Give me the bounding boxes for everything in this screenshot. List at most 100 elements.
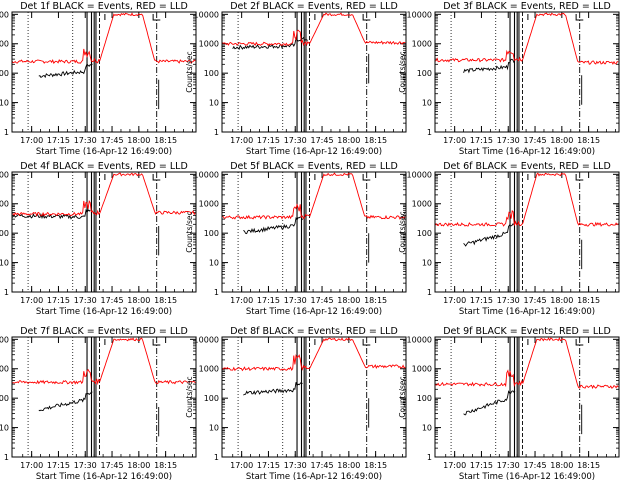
x-axis-label: Start Time (16-Apr-12 16:49:00)	[459, 472, 595, 480]
top-marker	[152, 14, 161, 21]
y-tick-label: 100	[0, 394, 9, 403]
top-marker	[575, 174, 584, 181]
y-tick-label: 10	[209, 424, 219, 433]
x-tick-label: 17:15	[470, 296, 493, 305]
x-tick-label: 17:30	[74, 461, 97, 470]
x-tick-label: 17:00	[230, 296, 253, 305]
plot-frame	[11, 11, 197, 133]
x-tick-label: 17:45	[524, 136, 547, 145]
y-tick-label: 100	[204, 394, 219, 403]
x-tick-label: 17:30	[74, 296, 97, 305]
x-tick-label: 17:15	[257, 461, 280, 470]
y-tick-label: 1	[427, 453, 432, 462]
y-tick-label: 1000	[199, 40, 219, 49]
y-tick-label: 10000	[0, 335, 9, 344]
panel-title: Det 8f BLACK = Events, RED = LLD	[230, 326, 398, 337]
y-axis-label: Counts/sec	[185, 51, 194, 92]
x-tick-label: 17:30	[284, 136, 307, 145]
panel-title: Det 6f BLACK = Events, RED = LLD	[443, 161, 611, 172]
plot-frame	[221, 336, 407, 458]
y-tick-label: 1	[427, 128, 432, 137]
y-tick-label: 1	[214, 453, 219, 462]
y-tick-label: 1000	[412, 40, 432, 49]
x-tick-label: 18:15	[364, 461, 387, 470]
events-series-line	[243, 216, 370, 263]
x-axis-label: Start Time (16-Apr-12 16:49:00)	[459, 147, 595, 157]
x-tick-label: 17:45	[101, 136, 124, 145]
y-tick-label: 10	[0, 99, 9, 108]
x-tick-label: 17:45	[311, 136, 334, 145]
x-tick-label: 18:15	[154, 136, 177, 145]
y-tick-label: 1	[427, 288, 432, 297]
y-tick-label: 100	[204, 229, 219, 238]
x-tick-label: 18:15	[577, 296, 600, 305]
x-tick-label: 17:30	[497, 461, 520, 470]
x-tick-label: 17:15	[470, 136, 493, 145]
detector-panel: Det 7f BLACK = Events, RED = LLD Counts/s…	[0, 326, 197, 480]
y-tick-label: 10	[209, 99, 219, 108]
x-axis-label: Start Time (16-Apr-12 16:49:00)	[36, 307, 172, 317]
plot-frame	[434, 11, 620, 133]
panel-title: Det 4f BLACK = Events, RED = LLD	[20, 161, 188, 172]
x-tick-label: 17:30	[284, 461, 307, 470]
lld-series-line	[222, 172, 406, 220]
x-tick-label: 17:00	[20, 461, 43, 470]
y-tick-label: 10000	[407, 170, 432, 179]
x-tick-label: 17:45	[101, 461, 124, 470]
x-tick-label: 18:15	[364, 136, 387, 145]
panel-title: Det 9f BLACK = Events, RED = LLD	[443, 326, 611, 337]
y-tick-label: 1	[214, 288, 219, 297]
x-tick-label: 17:45	[311, 461, 334, 470]
y-tick-label: 100	[417, 69, 432, 78]
panel-title: Det 2f BLACK = Events, RED = LLD	[230, 1, 398, 12]
plot-frame	[11, 171, 197, 293]
x-tick-label: 18:15	[154, 461, 177, 470]
y-axis-label: Counts/sec	[185, 376, 194, 417]
events-series-line	[11, 208, 160, 256]
lld-series-line	[11, 172, 196, 217]
lld-series-line	[11, 337, 196, 386]
x-tick-label: 17:00	[20, 296, 43, 305]
events-series-line	[463, 58, 583, 105]
x-tick-label: 18:00	[550, 461, 573, 470]
x-tick-label: 17:00	[443, 136, 466, 145]
detector-panel: Det 3f BLACK = Events, RED = LLD Counts/s…	[398, 1, 620, 157]
y-tick-label: 1000	[0, 365, 9, 374]
x-tick-label: 18:15	[154, 296, 177, 305]
x-tick-label: 17:15	[470, 461, 493, 470]
y-tick-label: 1000	[0, 200, 9, 209]
panel-title: Det 1f BLACK = Events, RED = LLD	[20, 1, 188, 12]
x-axis-label: Start Time (16-Apr-12 16:49:00)	[246, 307, 382, 317]
y-tick-label: 100	[204, 69, 219, 78]
top-marker	[152, 174, 161, 181]
y-axis-label: Counts/sec	[398, 376, 407, 417]
x-tick-label: 18:00	[550, 296, 573, 305]
x-tick-label: 18:15	[577, 461, 600, 470]
x-tick-label: 17:45	[311, 296, 334, 305]
y-tick-label: 10000	[407, 335, 432, 344]
y-tick-label: 10	[422, 424, 432, 433]
y-tick-label: 1	[4, 128, 9, 137]
x-tick-label: 17:30	[284, 296, 307, 305]
x-axis-label: Start Time (16-Apr-12 16:49:00)	[36, 472, 172, 480]
plot-frame	[11, 336, 197, 458]
panel-title: Det 5f BLACK = Events, RED = LLD	[230, 161, 398, 172]
y-tick-label: 1	[214, 128, 219, 137]
x-tick-label: 18:00	[337, 461, 360, 470]
plot-frame	[221, 171, 407, 293]
panel-title: Det 3f BLACK = Events, RED = LLD	[443, 1, 611, 12]
events-series-line	[38, 391, 160, 437]
x-tick-label: 17:45	[524, 296, 547, 305]
x-tick-label: 17:15	[47, 461, 70, 470]
events-series-line	[463, 390, 583, 435]
x-tick-label: 17:30	[74, 136, 97, 145]
x-tick-label: 17:15	[47, 136, 70, 145]
top-marker	[362, 14, 371, 21]
x-tick-label: 17:30	[497, 136, 520, 145]
y-tick-label: 1	[4, 288, 9, 297]
y-tick-label: 10000	[194, 170, 219, 179]
y-axis-label: Counts/sec	[398, 211, 407, 252]
y-tick-label: 10	[422, 259, 432, 268]
x-tick-label: 17:00	[230, 136, 253, 145]
